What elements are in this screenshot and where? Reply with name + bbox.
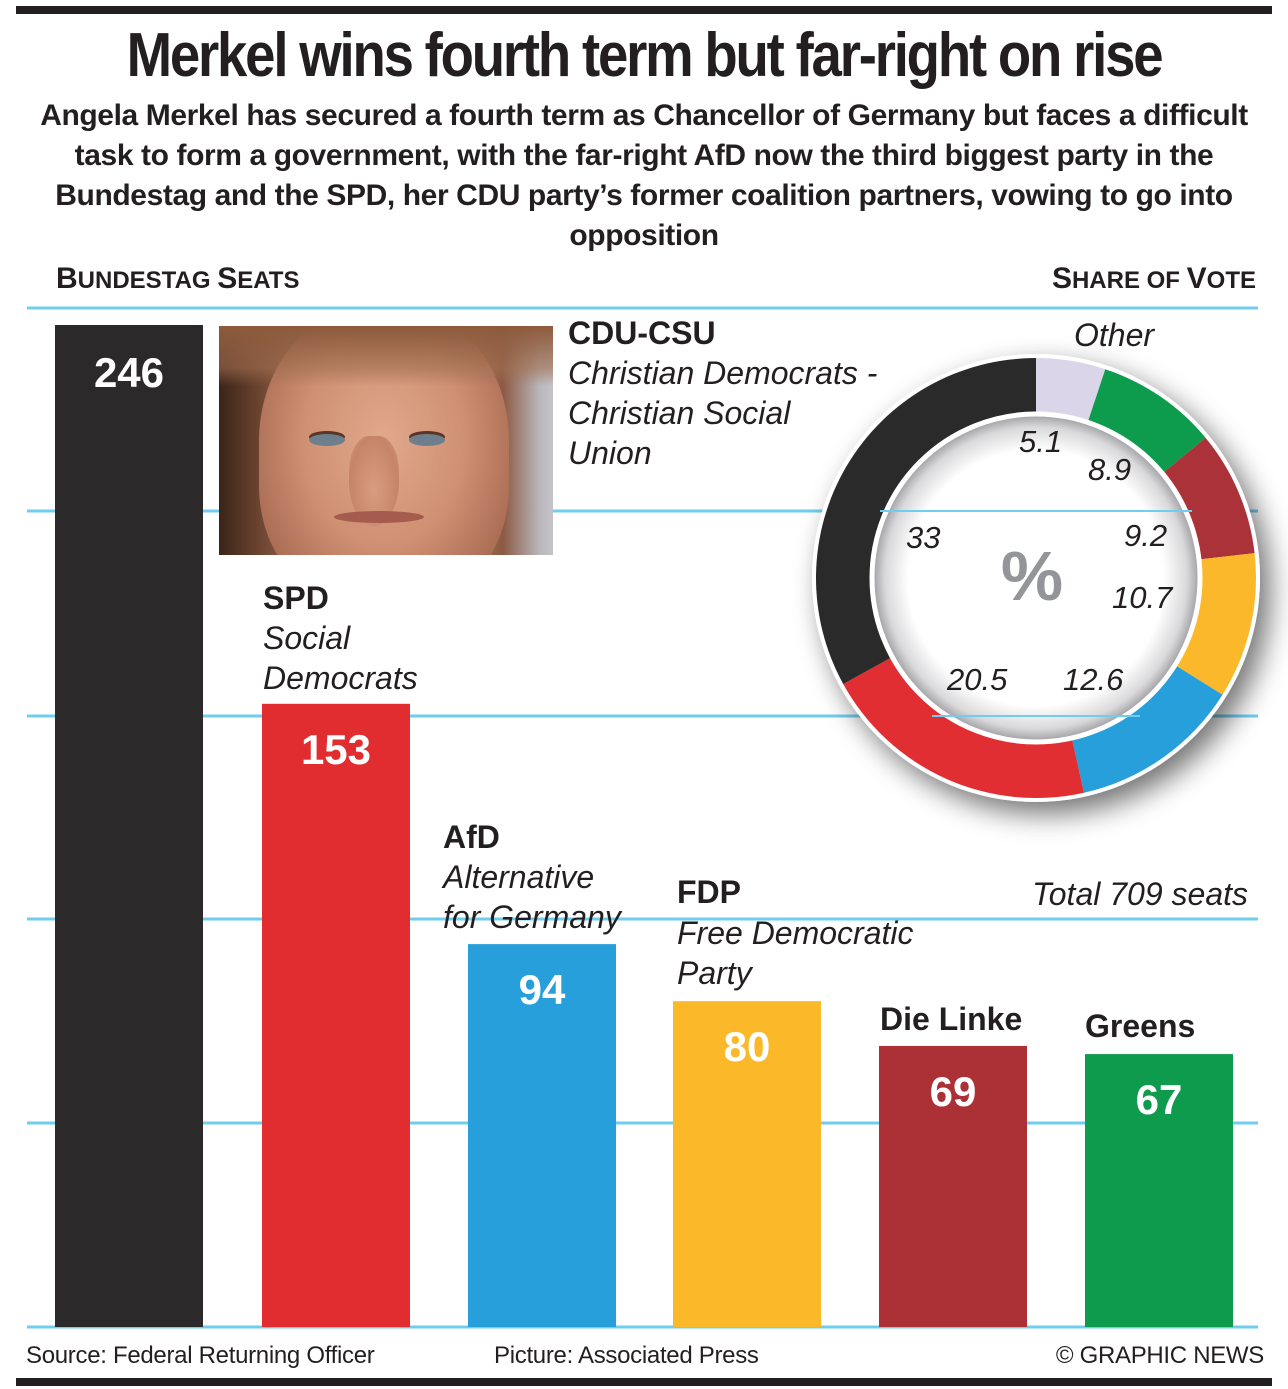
title-smallcaps: UNDESTAG <box>77 267 218 294</box>
vote-share-donut: % 33 20.5 12.6 10.7 9.2 8.9 5.1 Other <box>812 317 1260 802</box>
photo-eye <box>309 434 345 446</box>
slice-value-label: 9.2 <box>1124 518 1167 553</box>
party-name-label: Greens <box>1085 1008 1195 1044</box>
picture-credit: Picture: Associated Press <box>494 1342 759 1369</box>
subheadline: Angela Merkel has secured a fourth term … <box>40 99 1248 252</box>
photo-eye <box>409 434 445 446</box>
title-cap: S <box>1051 262 1072 295</box>
headline: Merkel wins fourth term but far-right on… <box>126 21 1164 90</box>
party-name-label: FDP <box>677 874 741 910</box>
party-full-name: Democrats <box>263 660 418 696</box>
bar-value-label: 153 <box>301 726 371 773</box>
bundestag-seats-title: BUNDESTAG SEATS <box>56 262 299 296</box>
slice-value-label: 8.9 <box>1088 452 1131 487</box>
donut-slice-other <box>1036 358 1106 423</box>
total-seats-label: Total 709 seats <box>1032 876 1248 912</box>
party-name-label: CDU-CSU <box>568 315 716 351</box>
slice-value-label: 12.6 <box>1063 662 1124 697</box>
donut-slice-cdu-csu <box>815 358 1036 684</box>
bar-fdp <box>673 1001 821 1327</box>
title-smallcaps: EATS <box>237 267 300 294</box>
photo-hair <box>219 326 553 386</box>
title-cap: V <box>1186 262 1207 295</box>
party-full-name: for Germany <box>443 899 623 935</box>
source-credit: Source: Federal Returning Officer <box>26 1342 375 1369</box>
party-name-label: SPD <box>263 580 329 616</box>
bar-cdu-csu <box>55 325 203 1327</box>
graphic-news-credit: © GRAPHIC NEWS <box>1055 1342 1264 1369</box>
party-full-name: Christian Democrats - <box>568 355 877 391</box>
party-name-label: Die Linke <box>880 1001 1022 1037</box>
donut-slice-afd <box>1071 665 1223 793</box>
bar-value-label: 67 <box>1136 1076 1183 1123</box>
bar-value-label: 246 <box>94 349 164 396</box>
bar-value-label: 69 <box>930 1068 977 1115</box>
slice-value-label: 5.1 <box>1019 424 1062 459</box>
slice-value-label: 33 <box>906 520 940 555</box>
bar-labels: 246 153 94 80 69 67 CDU-CSU Christian Democrats… <box>94 315 1195 1123</box>
title-smallcaps: HARE OF <box>1071 267 1187 294</box>
slice-value-label: 20.5 <box>946 662 1008 697</box>
bar-greens <box>1085 1054 1233 1327</box>
party-full-name: Free Democratic <box>677 915 914 951</box>
party-full-name: Alternative <box>441 859 594 895</box>
donut-slice-die-linke <box>1162 437 1255 560</box>
bar-value-label: 80 <box>724 1023 771 1070</box>
donut-slice-fdp <box>1175 553 1256 695</box>
party-full-name: Party <box>677 955 754 991</box>
title-cap: S <box>217 262 238 295</box>
bar-value-label: 94 <box>519 966 566 1013</box>
bar-spd <box>262 703 410 1327</box>
title-cap: B <box>56 262 78 295</box>
title-smallcaps: OTE <box>1206 267 1256 294</box>
party-full-name: Social <box>263 620 351 656</box>
party-full-name: Christian Social <box>568 395 791 431</box>
donut-slice-greens <box>1087 369 1206 474</box>
bars <box>55 325 1233 1327</box>
party-full-name: Union <box>568 435 652 471</box>
slice-value-label: 10.7 <box>1112 580 1174 615</box>
donut-inner-disc <box>869 411 1203 745</box>
bar-afd <box>468 944 616 1327</box>
percent-symbol: % <box>1001 537 1063 615</box>
bar-die-linke <box>879 1045 1027 1327</box>
merkel-photo <box>219 326 553 555</box>
other-label: Other <box>1074 317 1155 353</box>
bottom-rule <box>16 1378 1272 1386</box>
photo-mouth <box>334 511 424 523</box>
top-rule <box>16 6 1272 14</box>
share-of-vote-title: SHARE OF VOTE <box>1052 262 1256 296</box>
party-name-label: AfD <box>443 819 500 855</box>
